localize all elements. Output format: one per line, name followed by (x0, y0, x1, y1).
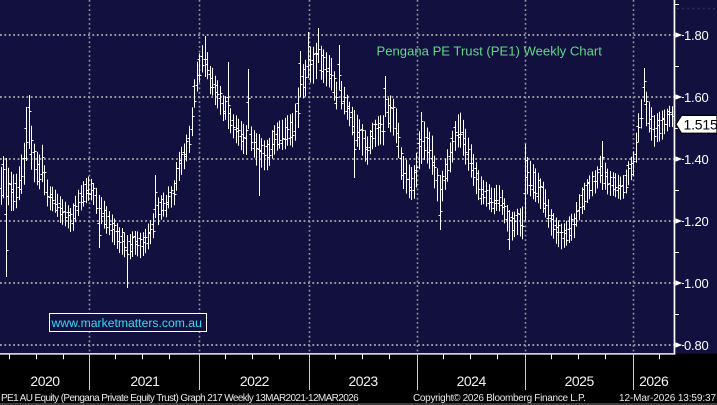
svg-text:2023: 2023 (349, 373, 379, 389)
svg-text:2022: 2022 (240, 373, 270, 389)
svg-text:1.80: 1.80 (684, 28, 709, 43)
svg-text:www.marketmatters.com.au: www.marketmatters.com.au (51, 316, 202, 330)
svg-text:Pengana PE Trust (PE1) Weekly: Pengana PE Trust (PE1) Weekly Chart (377, 44, 603, 59)
svg-text:2021: 2021 (130, 373, 160, 389)
svg-text:1.60: 1.60 (684, 90, 709, 105)
svg-text:1.20: 1.20 (684, 214, 709, 229)
svg-text:12-Mar-2026 13:59:37: 12-Mar-2026 13:59:37 (619, 393, 716, 404)
svg-text:1.40: 1.40 (684, 152, 709, 167)
svg-text:0.80: 0.80 (684, 338, 709, 353)
svg-text:1.00: 1.00 (684, 276, 709, 291)
svg-text:2026: 2026 (639, 373, 669, 389)
svg-text:Copyright© 2026 Bloomberg Fina: Copyright© 2026 Bloomberg Finance L.P. (413, 393, 586, 404)
svg-text:2024: 2024 (457, 373, 487, 389)
svg-text:PE1 AU Equity (Pengana Private: PE1 AU Equity (Pengana Private Equity Tr… (1, 393, 359, 404)
svg-text:2025: 2025 (565, 373, 595, 389)
svg-text:1.515: 1.515 (684, 117, 717, 133)
svg-text:2020: 2020 (30, 373, 60, 389)
